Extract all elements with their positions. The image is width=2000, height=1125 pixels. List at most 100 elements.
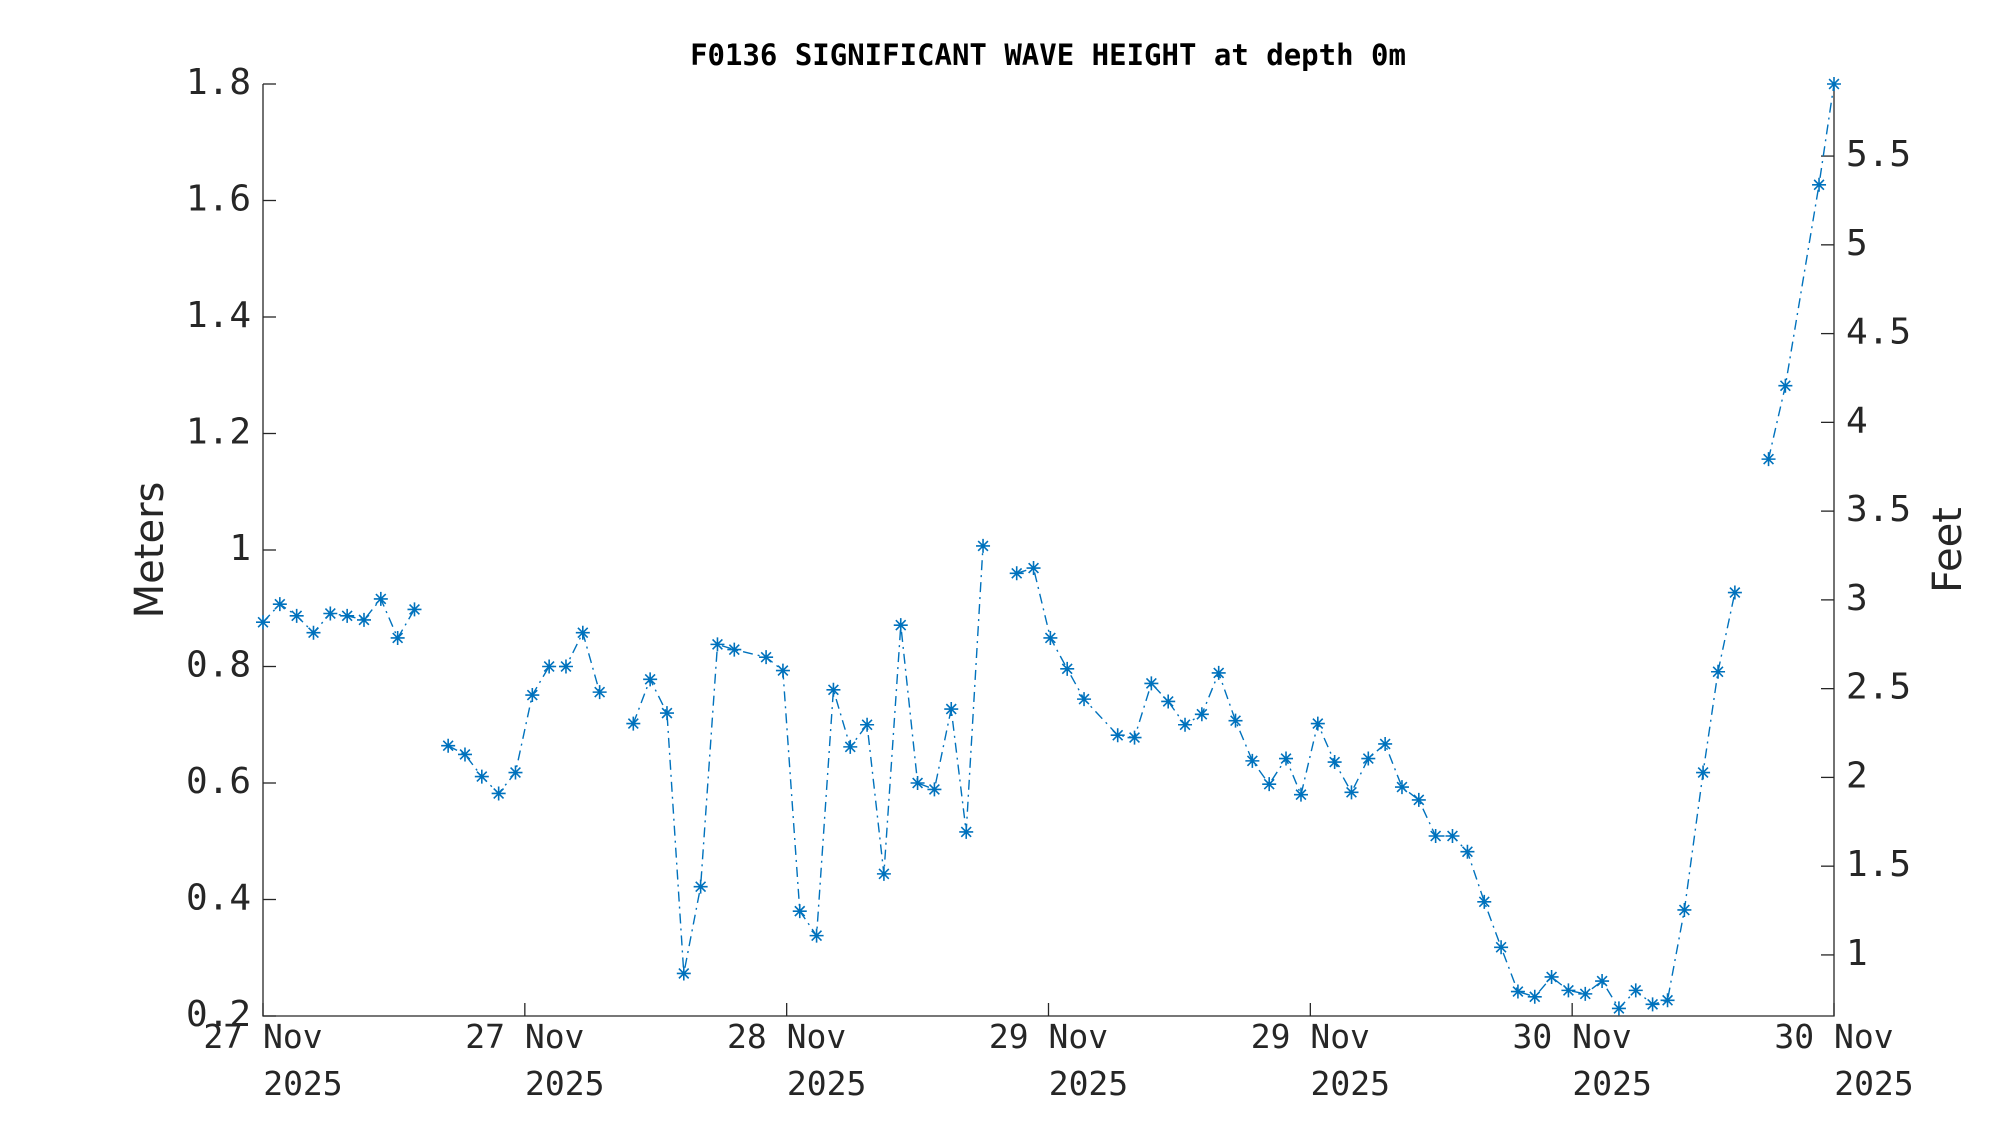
chart-title: F0136 SIGNIFICANT WAVE HEIGHT at depth 0… (690, 38, 1406, 72)
data-point (1394, 780, 1409, 795)
data-point (289, 608, 304, 623)
data-point (272, 597, 287, 612)
data-point (927, 782, 942, 797)
data-point (676, 966, 691, 981)
data-point (1043, 630, 1058, 645)
data-point (1445, 829, 1460, 844)
data-point (1228, 713, 1243, 728)
data-point (643, 672, 658, 687)
data-point (340, 608, 355, 623)
data-point (575, 625, 590, 640)
data-point (1245, 753, 1260, 768)
y2-tick-label: 3.5 (1846, 489, 1911, 530)
data-point (626, 716, 641, 731)
data-point (1645, 997, 1660, 1012)
data-point (256, 615, 270, 630)
y2-tick-label: 4.5 (1846, 312, 1911, 353)
data-point (1827, 77, 1841, 91)
data-point (390, 630, 405, 645)
data-point (1310, 716, 1325, 731)
data-point (1077, 692, 1092, 707)
data-point (1494, 940, 1509, 955)
data-point (508, 765, 523, 780)
x-tick-label: 28 Nov 2025 (727, 1017, 866, 1103)
data-point (1578, 986, 1593, 1001)
y2-tick-label: 5 (1846, 223, 1868, 264)
y2-tick-label: 4 (1846, 400, 1868, 441)
data-point (1361, 751, 1376, 766)
data-point (1378, 736, 1393, 751)
data-point (959, 824, 974, 839)
data-point (910, 776, 925, 790)
data-point (457, 747, 472, 762)
data-point (976, 538, 991, 553)
data-point (356, 612, 371, 627)
data-point (1161, 694, 1176, 709)
data-point (1460, 844, 1475, 859)
data-point (693, 879, 708, 894)
data-point (710, 637, 725, 652)
data-point (860, 717, 875, 732)
y2-tick-label: 3 (1846, 578, 1868, 619)
data-point (1595, 974, 1610, 989)
data-point (826, 682, 841, 697)
data-line (262, 83, 1835, 1010)
data-point (441, 738, 456, 753)
data-point (1510, 984, 1525, 999)
data-point (1194, 707, 1209, 722)
y-tick-label: 1.6 (186, 179, 251, 220)
data-point (1544, 969, 1559, 984)
y2-tick-label: 2 (1846, 755, 1868, 796)
y-tick-label: 0.2 (186, 994, 251, 1035)
data-point (1279, 751, 1294, 766)
x-tick-label: 29 Nov 2025 (989, 1017, 1128, 1103)
y2-tick-label: 1 (1846, 933, 1868, 974)
data-point (1561, 983, 1576, 998)
data-point (659, 706, 674, 721)
y-tick-label: 1.2 (186, 412, 251, 453)
data-point (558, 659, 573, 674)
data-point (1428, 829, 1443, 844)
y-axis-label: Meters (127, 482, 173, 619)
data-point (727, 642, 742, 657)
data-point (407, 602, 422, 617)
data-point (323, 606, 338, 621)
x-tick-label: 30 Nov 2025 (1513, 1017, 1652, 1103)
y-tick-label: 1 (229, 528, 251, 569)
data-point (1026, 561, 1041, 576)
data-point (944, 702, 959, 717)
data-point (1262, 777, 1277, 792)
data-point (1527, 989, 1542, 1004)
data-point (474, 769, 489, 784)
data-point (525, 688, 540, 703)
y-tick-label: 1.4 (186, 295, 251, 336)
y2-axis-label: Feet (1925, 507, 1971, 593)
data-point (843, 739, 858, 754)
data-point (592, 685, 607, 700)
axes-frame (262, 84, 1835, 1017)
data-point (1696, 765, 1711, 780)
data-point (1293, 787, 1308, 802)
data-point (1778, 378, 1793, 393)
data-point (809, 928, 824, 943)
data-point (1611, 1001, 1626, 1016)
data-point (373, 591, 388, 606)
data-point (1110, 728, 1125, 743)
y-tick-label: 0.4 (186, 878, 251, 919)
data-point (1327, 755, 1342, 770)
data-point (1711, 664, 1726, 679)
x-tick-label: 27 Nov 2025 (203, 1017, 342, 1103)
data-point (876, 866, 891, 881)
x-tick-label: 27 Nov 2025 (465, 1017, 604, 1103)
y2-tick-label: 5.5 (1846, 134, 1911, 175)
data-point (893, 618, 908, 633)
x-tick-label: 30 Nov 2025 (1774, 1017, 1913, 1103)
data-point (1677, 902, 1692, 917)
data-point (1761, 452, 1776, 467)
data-point (1211, 665, 1226, 680)
y-tick-label: 0.6 (186, 761, 251, 802)
data-point (1144, 676, 1159, 691)
data-point (542, 659, 557, 674)
y-tick-label: 1.8 (186, 62, 251, 103)
